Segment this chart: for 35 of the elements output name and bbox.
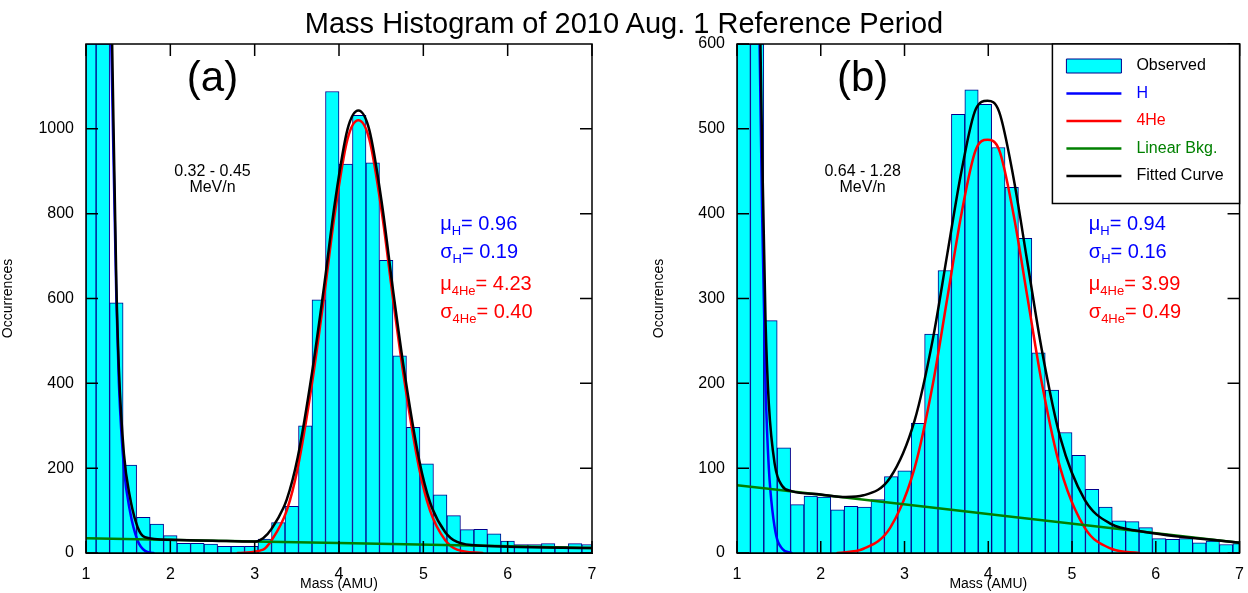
y-tick-label: 200 [698, 373, 726, 391]
legend-label: Fitted Curve [1136, 166, 1224, 184]
x-tick-label: 6 [1151, 565, 1161, 583]
y-tick-label: 100 [698, 458, 726, 476]
y-tick-label: 400 [698, 204, 726, 222]
y-tick-label: 800 [47, 204, 75, 222]
x-tick-label: 6 [503, 565, 513, 583]
x-tick-label: 7 [1235, 565, 1245, 583]
legend-label: H [1136, 83, 1148, 101]
y-axis-title: Occurrences [0, 258, 16, 339]
annotation: 0.32 - 0.45 MeV/n [174, 161, 251, 195]
y-tick-label: 1000 [38, 119, 75, 137]
y-tick-label: 200 [47, 458, 75, 476]
annotation: (a) [186, 53, 239, 101]
x-tick-label: 3 [250, 565, 260, 583]
legend-label: 4He [1136, 111, 1166, 129]
x-tick-label: 2 [816, 565, 826, 583]
x-tick-label: 7 [587, 565, 597, 583]
x-tick-label: 1 [81, 565, 91, 583]
legend-label: Observed [1136, 56, 1206, 74]
y-tick-label: 300 [698, 288, 726, 306]
y-tick-label: 0 [65, 543, 75, 561]
annotation: 0.64 - 1.28 MeV/n [824, 161, 901, 195]
legend-label: Linear Bkg. [1136, 138, 1218, 156]
y-tick-label: 600 [47, 288, 75, 306]
y-tick-label: 400 [47, 373, 75, 391]
x-tick-label: 5 [1067, 565, 1077, 583]
x-tick-label: 2 [165, 565, 175, 583]
x-tick-label: 3 [900, 565, 910, 583]
y-tick-label: 500 [698, 119, 726, 137]
y-tick-label: 0 [716, 543, 726, 561]
annotation: (b) [836, 53, 889, 101]
x-tick-label: 5 [418, 565, 428, 583]
y-axis-title: Occurrences [650, 258, 667, 339]
x-tick-label: 1 [732, 565, 742, 583]
